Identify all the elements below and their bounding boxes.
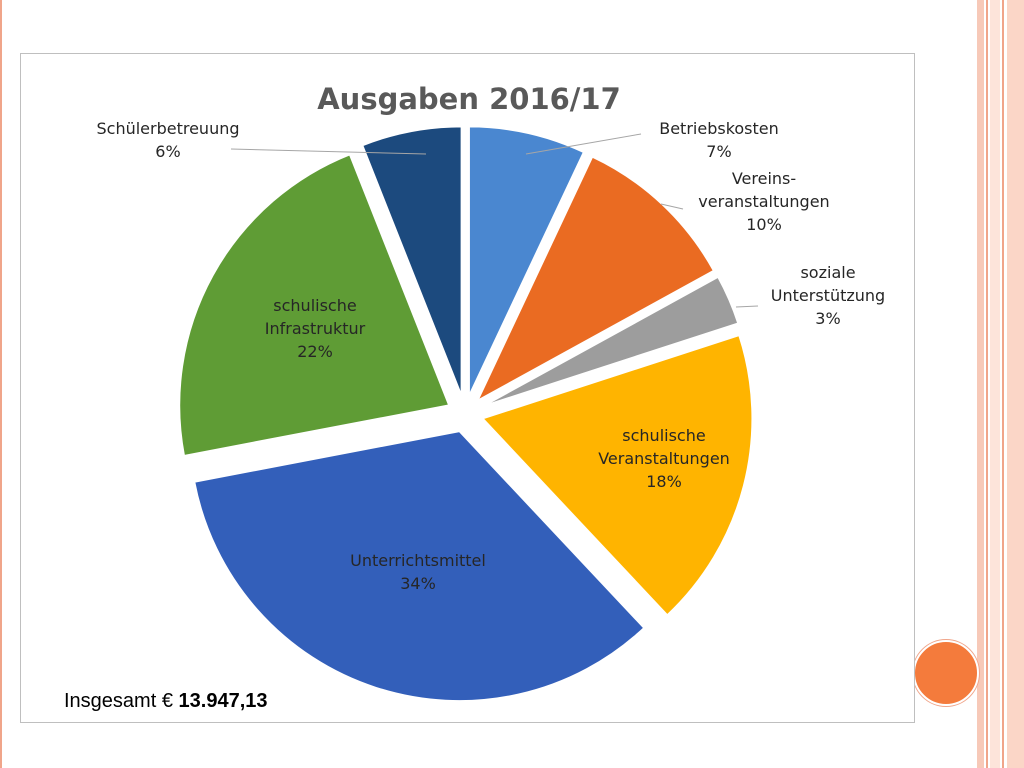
- slice-label: Unterrichtsmittel 34%: [350, 551, 486, 593]
- slice-percent: 6%: [155, 142, 180, 161]
- slice-label: Vereins-veranstaltungen 10%: [698, 169, 829, 234]
- slice-label: Schülerbetreuung 6%: [96, 119, 239, 161]
- slice-percent: 22%: [297, 342, 333, 361]
- right-border-stripe: [990, 0, 1000, 768]
- slice-label: soziale Unterstützung 3%: [771, 263, 885, 328]
- slice-percent: 3%: [815, 309, 840, 328]
- pie-slice: [481, 275, 740, 408]
- slice-label: schulische Veranstaltungen 18%: [598, 426, 730, 491]
- slice-percent: 18%: [646, 472, 682, 491]
- total-value: 13.947,13: [178, 690, 268, 712]
- slice-name: Betriebskosten: [659, 119, 779, 138]
- slice-label: Betriebskosten 7%: [659, 119, 779, 161]
- slice-name: soziale: [800, 263, 855, 282]
- slice-percent: 7%: [706, 142, 731, 161]
- slice-name: Vereins-: [732, 169, 796, 188]
- right-border-stripe: [977, 0, 984, 768]
- slice-name: Unterrichtsmittel: [350, 551, 486, 570]
- right-border-stripe: [1002, 0, 1004, 768]
- pie-slice: [360, 125, 463, 397]
- slice-name: Unterstützung: [771, 286, 885, 305]
- pie-slice: [178, 152, 451, 458]
- chart-frame: Ausgaben 2016/17 Betriebskosten 7% Vereins…: [20, 53, 915, 723]
- slice-label: schulische Infrastruktur 22%: [265, 296, 366, 361]
- leader-line: [660, 203, 684, 210]
- slice-name: Veranstaltungen: [598, 449, 730, 468]
- slice-name: schulische: [622, 426, 705, 445]
- left-edge-line: [0, 0, 2, 768]
- slice-name: Schülerbetreuung: [96, 119, 239, 138]
- pie-slice: [193, 430, 646, 703]
- slice-percent: 34%: [400, 574, 436, 593]
- slice-name: schulische: [273, 296, 356, 315]
- slice-percent: 10%: [746, 215, 782, 234]
- leader-line: [230, 148, 427, 155]
- chart-title: Ausgaben 2016/17: [317, 82, 621, 116]
- total-label: Insgesamt: [64, 690, 157, 712]
- leader-line: [525, 133, 642, 155]
- pie-slice: [480, 333, 754, 617]
- pie-slice: [467, 125, 586, 397]
- accent-circle: [913, 640, 979, 706]
- slice-name: veranstaltungen: [698, 192, 829, 211]
- total-amount: Insgesamt € 13.947,13: [64, 690, 268, 713]
- leader-line: [735, 305, 759, 308]
- total-currency: €: [161, 690, 173, 712]
- pie-chart: Ausgaben 2016/17 Betriebskosten 7%Vereins…: [96, 82, 885, 703]
- right-border-stripe: [1007, 0, 1024, 768]
- right-border-stripe: [986, 0, 988, 768]
- slice-name: Infrastruktur: [265, 319, 366, 338]
